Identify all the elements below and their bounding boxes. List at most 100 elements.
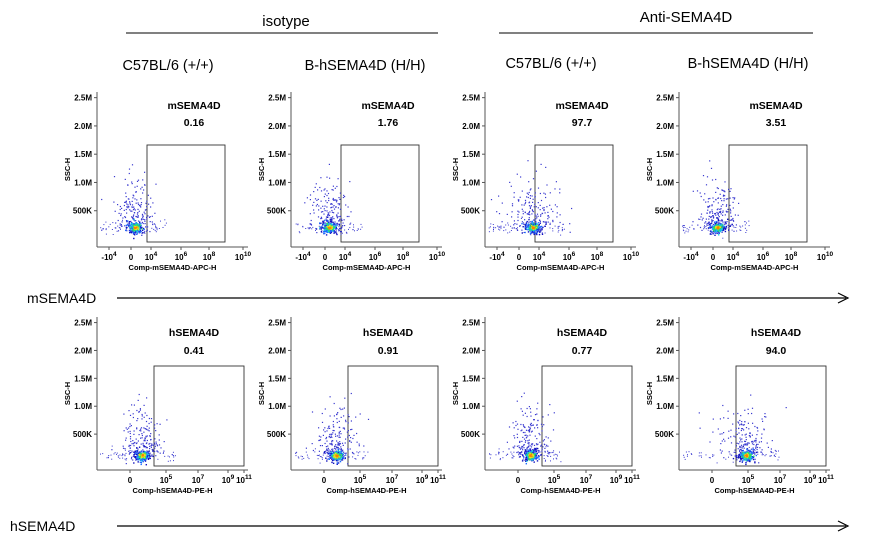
event-dot — [123, 413, 125, 415]
event-dot — [332, 229, 334, 231]
event-dot — [536, 460, 539, 462]
event-dot — [128, 453, 130, 455]
event-dot — [740, 446, 742, 448]
event-dot — [135, 438, 137, 440]
event-dot — [124, 201, 126, 203]
event-dot — [739, 449, 741, 451]
event-dot — [145, 452, 147, 455]
event-dot — [138, 411, 140, 413]
event-dot — [533, 229, 535, 231]
event-dot — [330, 230, 333, 232]
event-dot — [151, 443, 153, 445]
event-dot — [139, 451, 141, 453]
event-dot — [537, 207, 539, 209]
event-dot — [537, 226, 540, 228]
event-dot — [747, 443, 749, 445]
event-dot — [718, 234, 720, 236]
event-dot — [537, 187, 540, 189]
y-tick-label: 2.5M — [74, 319, 92, 328]
event-dot — [344, 225, 346, 227]
event-dot — [553, 458, 554, 460]
event-dot — [313, 212, 315, 214]
y-tick-label: 2.5M — [656, 94, 674, 103]
gate-value: 97.7 — [572, 117, 593, 129]
event-dot — [317, 458, 319, 460]
event-dot — [151, 221, 153, 223]
event-dot — [709, 212, 711, 214]
event-dot — [535, 225, 537, 227]
event-dot — [136, 457, 138, 459]
event-dot — [348, 228, 349, 230]
event-dot — [527, 196, 529, 199]
event-dot — [510, 230, 512, 231]
event-dot — [144, 460, 147, 462]
event-dot — [143, 450, 145, 453]
event-dot — [335, 226, 337, 229]
event-dot — [130, 425, 132, 427]
event-dot — [561, 229, 564, 231]
event-dot — [137, 454, 139, 456]
event-dot — [744, 221, 746, 223]
event-dot — [747, 422, 749, 424]
event-dot — [539, 231, 541, 233]
event-dot — [139, 205, 141, 207]
event-dot — [338, 457, 340, 460]
event-dot — [549, 192, 551, 194]
event-dot — [329, 443, 331, 445]
event-dot — [339, 430, 341, 432]
event-dot — [710, 230, 713, 232]
event-dot — [143, 454, 145, 457]
event-dot — [320, 200, 322, 202]
event-dot — [738, 457, 740, 459]
event-dot — [528, 217, 530, 219]
event-dot — [521, 410, 523, 412]
event-dot — [527, 160, 529, 162]
event-dot — [745, 461, 747, 464]
event-dot — [715, 230, 718, 232]
event-dot — [532, 443, 534, 445]
event-dot — [352, 437, 354, 440]
event-dot — [138, 453, 140, 456]
event-dot — [708, 457, 710, 459]
x-tick-label: 1010 — [623, 251, 640, 262]
event-dot — [740, 452, 742, 454]
event-dot — [749, 453, 751, 456]
event-dot — [125, 196, 127, 198]
x-tick-label: 109 — [804, 474, 817, 485]
event-dot — [529, 214, 531, 216]
event-dot — [333, 199, 335, 201]
event-dot — [347, 449, 349, 451]
event-dot — [340, 448, 342, 450]
event-dot — [745, 436, 747, 438]
event-dot — [323, 451, 326, 454]
event-dot — [132, 455, 134, 458]
event-dot — [514, 223, 516, 225]
event-dot — [529, 229, 531, 232]
event-dot — [723, 457, 725, 459]
gate-name: hSEMA4D — [169, 327, 220, 339]
event-dot — [166, 419, 168, 421]
event-dot — [711, 211, 713, 213]
event-dot — [350, 392, 352, 395]
event-dot — [489, 457, 491, 459]
event-dot — [307, 227, 309, 229]
event-dot — [751, 456, 753, 458]
event-dot — [740, 453, 743, 455]
event-dot — [306, 197, 308, 199]
event-dot — [341, 218, 343, 220]
event-dot — [557, 227, 559, 229]
event-dot — [739, 225, 741, 227]
event-dot — [332, 454, 334, 456]
event-dot — [128, 229, 131, 232]
event-dot — [130, 220, 132, 222]
event-dot — [516, 173, 518, 175]
event-dot — [129, 436, 132, 438]
event-dot — [526, 459, 528, 461]
event-dot — [529, 455, 531, 457]
event-dot — [141, 437, 143, 439]
event-dot — [323, 222, 325, 224]
event-dot — [721, 440, 723, 442]
event-dot — [133, 455, 135, 457]
event-dot — [526, 220, 528, 223]
event-dot — [333, 232, 335, 234]
